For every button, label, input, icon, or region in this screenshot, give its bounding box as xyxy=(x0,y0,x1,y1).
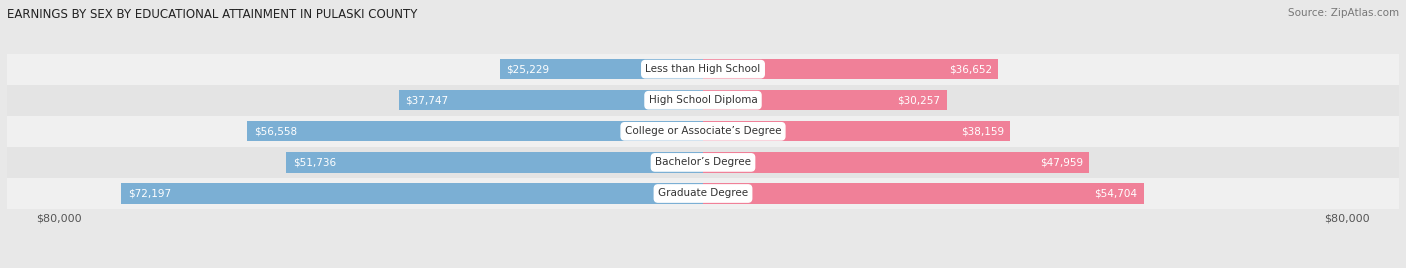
Text: EARNINGS BY SEX BY EDUCATIONAL ATTAINMENT IN PULASKI COUNTY: EARNINGS BY SEX BY EDUCATIONAL ATTAINMEN… xyxy=(7,8,418,21)
Bar xyxy=(703,152,1090,173)
Bar xyxy=(7,178,1399,209)
Bar xyxy=(703,121,1011,142)
Bar xyxy=(7,147,1399,178)
Text: Source: ZipAtlas.com: Source: ZipAtlas.com xyxy=(1288,8,1399,18)
Bar xyxy=(7,54,1399,85)
Text: $56,558: $56,558 xyxy=(254,126,297,136)
Bar xyxy=(7,116,1399,147)
Bar xyxy=(499,59,703,79)
Bar xyxy=(399,90,703,110)
Text: $30,257: $30,257 xyxy=(897,95,941,105)
Text: $54,704: $54,704 xyxy=(1094,188,1137,199)
Text: $51,736: $51,736 xyxy=(292,157,336,168)
Bar xyxy=(7,85,1399,116)
Text: $37,747: $37,747 xyxy=(405,95,449,105)
Bar xyxy=(703,90,946,110)
Text: Less than High School: Less than High School xyxy=(645,64,761,74)
Text: Bachelor’s Degree: Bachelor’s Degree xyxy=(655,157,751,168)
Bar xyxy=(247,121,703,142)
Text: Graduate Degree: Graduate Degree xyxy=(658,188,748,199)
Text: $36,652: $36,652 xyxy=(949,64,991,74)
Bar xyxy=(703,183,1143,204)
Bar xyxy=(703,59,998,79)
Text: High School Diploma: High School Diploma xyxy=(648,95,758,105)
Bar xyxy=(121,183,703,204)
Bar xyxy=(287,152,703,173)
Text: $47,959: $47,959 xyxy=(1040,157,1083,168)
Text: $72,197: $72,197 xyxy=(128,188,172,199)
Text: $25,229: $25,229 xyxy=(506,64,550,74)
Text: $38,159: $38,159 xyxy=(960,126,1004,136)
Text: College or Associate’s Degree: College or Associate’s Degree xyxy=(624,126,782,136)
